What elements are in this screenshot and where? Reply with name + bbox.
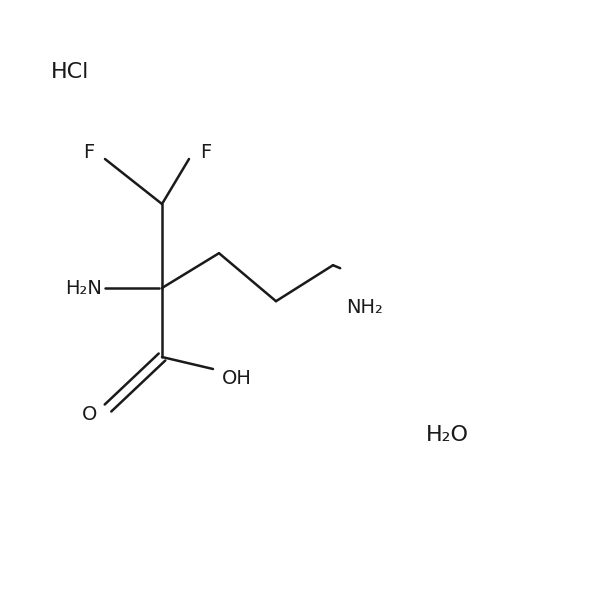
Text: HCl: HCl xyxy=(51,62,89,82)
Text: O: O xyxy=(82,404,97,424)
Text: NH₂: NH₂ xyxy=(346,298,383,317)
Text: F: F xyxy=(200,143,211,163)
Text: F: F xyxy=(83,143,94,163)
Text: OH: OH xyxy=(222,368,252,388)
Text: H₂N: H₂N xyxy=(65,278,102,298)
Text: H₂O: H₂O xyxy=(426,425,469,445)
